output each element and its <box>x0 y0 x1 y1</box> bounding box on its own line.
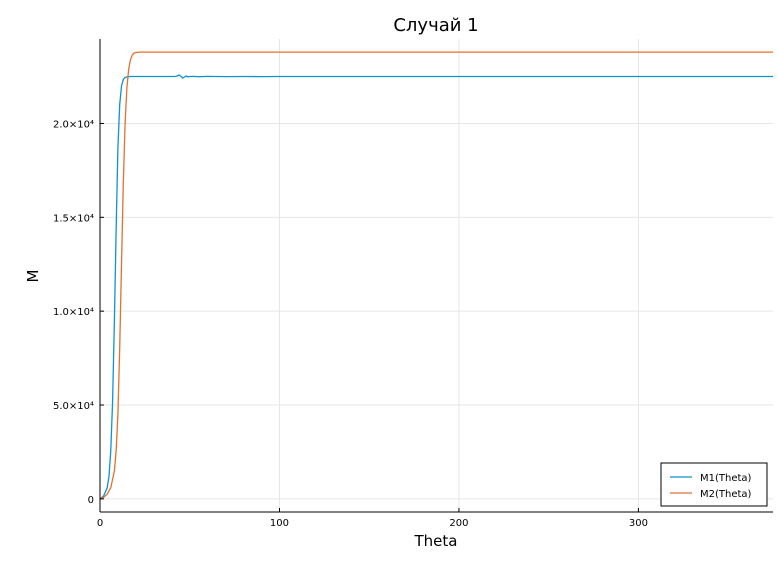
y-tick-label: 1.0×10⁴ <box>53 307 94 318</box>
legend-label: M1(Theta) <box>700 473 752 484</box>
legend: M1(Theta) M2(Theta) <box>660 462 768 507</box>
y-tick-label: 1.5×10⁴ <box>53 213 94 224</box>
grid <box>99 39 773 512</box>
x-tick-label: 200 <box>449 518 468 529</box>
x-ticks: 0 100 200 300 <box>97 508 648 529</box>
x-tick-label: 100 <box>270 518 289 529</box>
x-tick-label: 0 <box>97 518 103 529</box>
series-line-1 <box>99 74 773 500</box>
legend-box <box>660 462 768 507</box>
y-axis-label: M <box>24 270 42 283</box>
legend-label: M2(Theta) <box>700 489 752 500</box>
x-axis-label: Theta <box>414 532 458 550</box>
y-tick-label: 5.0×10⁴ <box>53 401 94 412</box>
y-ticks: 0 5.0×10⁴ 1.0×10⁴ 1.5×10⁴ 2.0×10⁴ <box>53 119 104 506</box>
y-tick-label: 2.0×10⁴ <box>53 119 94 130</box>
plot-lines <box>99 51 773 500</box>
series-line-2 <box>99 51 773 500</box>
x-tick-label: 300 <box>629 518 648 529</box>
y-tick-label: 0 <box>88 495 94 506</box>
chart-title: Случай 1 <box>393 15 478 36</box>
